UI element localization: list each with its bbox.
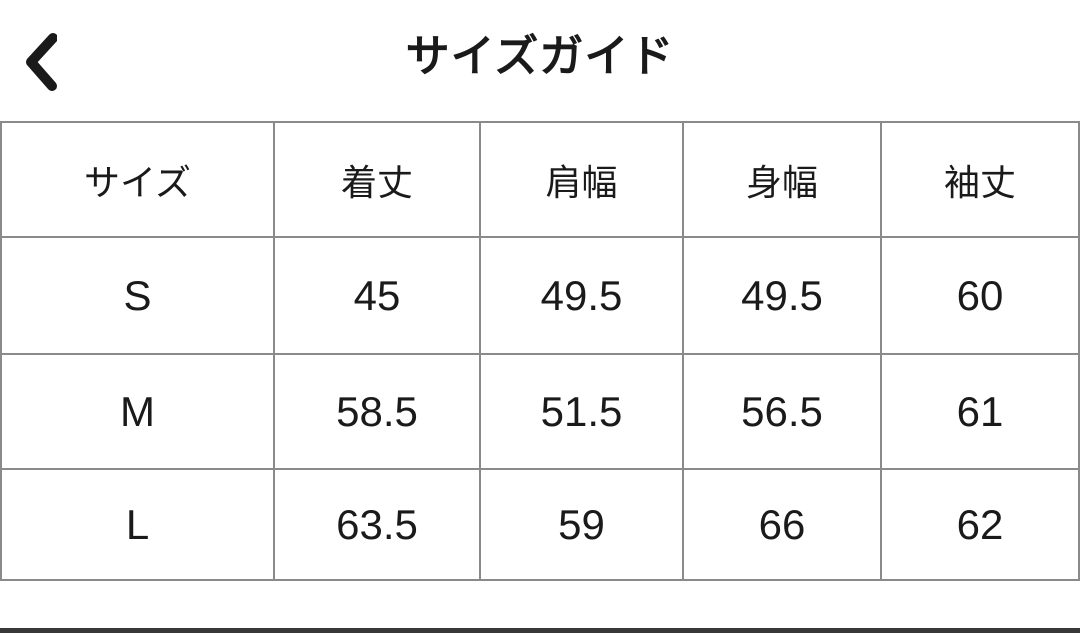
value-cell: 62: [880, 468, 1080, 581]
value-cell: 56.5: [682, 353, 882, 470]
table-row-s: S 45 49.5 49.5 60: [0, 236, 1080, 355]
size-table: サイズ 着丈 肩幅 身幅 袖丈 S 45 49.5 49.5 60 M 58.5…: [0, 121, 1080, 581]
value-cell: 49.5: [479, 236, 684, 355]
page-title: サイズガイド: [405, 32, 675, 81]
back-button[interactable]: [12, 22, 70, 102]
column-header-shoulder-width: 肩幅: [479, 121, 684, 238]
value-cell: 51.5: [479, 353, 684, 470]
size-cell: M: [0, 353, 275, 470]
value-cell: 63.5: [273, 468, 481, 581]
column-header-length: 着丈: [273, 121, 481, 238]
value-cell: 59: [479, 468, 684, 581]
value-cell: 66: [682, 468, 882, 581]
table-row-m: M 58.5 51.5 56.5 61: [0, 353, 1080, 470]
chevron-left-icon: [26, 33, 57, 91]
column-header-sleeve-length: 袖丈: [880, 121, 1080, 238]
value-cell: 60: [880, 236, 1080, 355]
value-cell: 49.5: [682, 236, 882, 355]
table-row-l: L 63.5 59 66 62: [0, 468, 1080, 581]
size-cell: L: [0, 468, 275, 581]
value-cell: 45: [273, 236, 481, 355]
column-header-body-width: 身幅: [682, 121, 882, 238]
table-header-row: サイズ 着丈 肩幅 身幅 袖丈: [0, 121, 1080, 238]
header: サイズガイド: [0, 0, 1080, 118]
column-header-size: サイズ: [0, 121, 275, 238]
bottom-bar: [0, 628, 1080, 633]
value-cell: 58.5: [273, 353, 481, 470]
size-cell: S: [0, 236, 275, 355]
value-cell: 61: [880, 353, 1080, 470]
